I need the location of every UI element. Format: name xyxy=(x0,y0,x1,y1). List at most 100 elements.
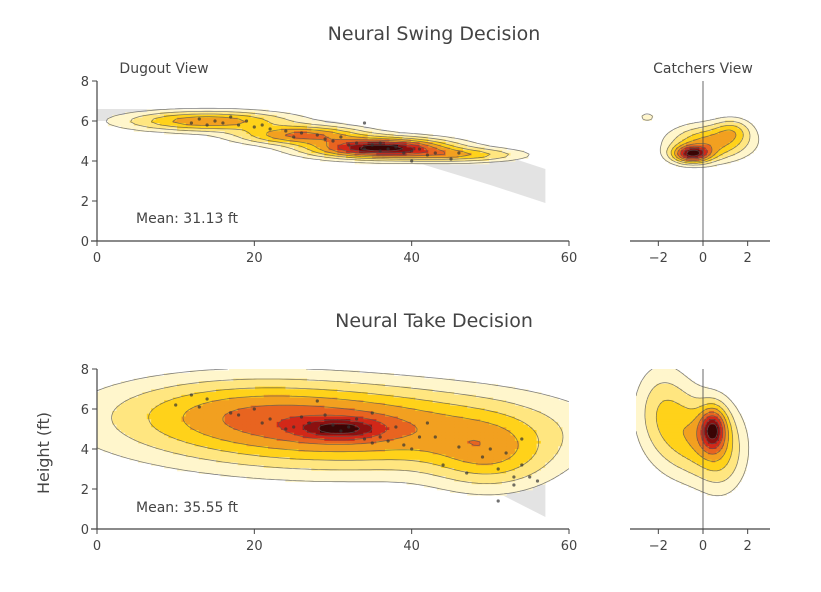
axes: −2 0 2 xyxy=(630,240,770,266)
x-tick-label: 20 xyxy=(246,539,263,554)
pitch-point xyxy=(496,499,500,503)
pitch-point xyxy=(284,427,288,431)
pitch-point xyxy=(512,483,516,487)
pitch-point xyxy=(378,149,382,153)
swing-catchers-subtitle: Catchers View xyxy=(653,61,753,77)
swing-dugout-subtitle: Dugout View xyxy=(119,61,208,77)
pitch-point xyxy=(535,479,540,483)
contour-level xyxy=(337,141,428,155)
contour-level xyxy=(182,395,519,465)
contour-level xyxy=(150,113,491,160)
pitch-point xyxy=(307,421,311,425)
contour-level xyxy=(284,132,446,157)
pitch-point xyxy=(520,437,524,441)
contour-level xyxy=(97,369,569,496)
pitch-point xyxy=(449,157,453,161)
pitch-point xyxy=(331,423,335,427)
contour-lines xyxy=(641,113,760,169)
pitch-point xyxy=(323,137,327,141)
x-tick-label: 40 xyxy=(403,539,420,554)
pitch-point xyxy=(496,467,500,471)
contour-level xyxy=(703,419,721,445)
x-tick-label: 0 xyxy=(93,539,101,554)
panel-3: 0 20 40 60 0 2 4 6 8 xyxy=(81,363,578,554)
x-tick-label: 0 xyxy=(93,251,101,266)
pitch-point xyxy=(433,151,437,155)
contour-level xyxy=(130,110,509,162)
x-tick-label: 40 xyxy=(403,251,420,266)
x-tick-label: 0 xyxy=(699,251,707,266)
contour-level xyxy=(148,387,540,475)
pitch-point xyxy=(480,455,485,459)
contour-level xyxy=(644,382,740,483)
pitch-point xyxy=(189,393,193,397)
pitch-point xyxy=(417,147,422,151)
axes: −2 0 2 xyxy=(630,528,770,554)
pitch-point xyxy=(347,425,351,429)
axes: 0 20 40 60 0 2 4 6 8 xyxy=(81,75,578,266)
pitch-point xyxy=(331,139,335,143)
pitch-point xyxy=(339,429,343,433)
pitch-point xyxy=(205,123,209,127)
pitch-point xyxy=(504,451,508,455)
pitch-point xyxy=(174,403,178,407)
pitch-point xyxy=(410,159,414,163)
x-tick-label: 0 xyxy=(699,539,707,554)
pitch-point xyxy=(417,435,422,439)
pitch-point xyxy=(378,141,382,145)
x-tick-label: 2 xyxy=(744,251,752,266)
pitch-point xyxy=(237,123,241,127)
y-tick-label: 6 xyxy=(81,115,89,130)
pitch-point xyxy=(520,463,524,467)
pitch-point xyxy=(221,121,225,125)
pitch-point xyxy=(362,121,367,125)
pitch-point xyxy=(315,399,319,403)
contour-level xyxy=(641,113,760,169)
pitch-point xyxy=(488,447,492,451)
take-title: Neural Take Decision xyxy=(335,310,533,332)
take-mean-annotation: Mean: 35.55 ft xyxy=(136,500,239,516)
contour-level xyxy=(674,129,737,163)
contour-level xyxy=(636,369,750,497)
y-axis-label: Height (ft) xyxy=(34,412,53,494)
panel-1: 0 20 40 60 0 2 4 6 8 xyxy=(81,75,578,266)
panel-4: −2 0 2 xyxy=(630,369,770,554)
y-tick-label: 6 xyxy=(81,403,89,418)
pitch-point xyxy=(268,127,272,131)
pitch-point xyxy=(213,119,217,123)
contour-level xyxy=(696,411,726,455)
pitch-point xyxy=(410,447,414,451)
axes: 0 20 40 60 0 2 4 6 8 xyxy=(81,363,578,554)
contour-level xyxy=(278,414,388,441)
pitch-point xyxy=(268,417,272,421)
contour-level xyxy=(706,423,718,440)
pitch-point xyxy=(410,149,414,153)
pitch-point xyxy=(205,397,209,401)
x-tick-label: 2 xyxy=(744,539,752,554)
y-tick-label: 2 xyxy=(81,483,89,498)
y-tick-label: 0 xyxy=(81,523,89,538)
x-tick-label: −2 xyxy=(649,539,668,554)
pitch-point xyxy=(425,153,429,157)
x-tick-label: 20 xyxy=(246,251,263,266)
pitch-point xyxy=(339,135,343,139)
pitch-point xyxy=(402,151,406,155)
pitch-point xyxy=(315,133,319,137)
pitch-point xyxy=(457,151,461,155)
contour-level xyxy=(317,423,360,434)
pitch-point xyxy=(252,125,256,129)
pitch-point xyxy=(370,143,374,147)
pitch-point xyxy=(189,121,193,125)
pitch-point xyxy=(299,415,304,419)
y-tick-label: 4 xyxy=(81,155,89,170)
swing-mean-annotation: Mean: 31.13 ft xyxy=(136,211,239,227)
density-fill xyxy=(97,369,569,496)
pitch-point xyxy=(370,411,374,415)
pitch-point xyxy=(394,145,398,149)
y-tick-label: 4 xyxy=(81,443,89,458)
pitch-point xyxy=(229,115,233,119)
pitch-point xyxy=(362,437,367,441)
pitch-point xyxy=(378,435,382,439)
pitch-point xyxy=(425,421,429,425)
pitch-point xyxy=(323,413,327,417)
